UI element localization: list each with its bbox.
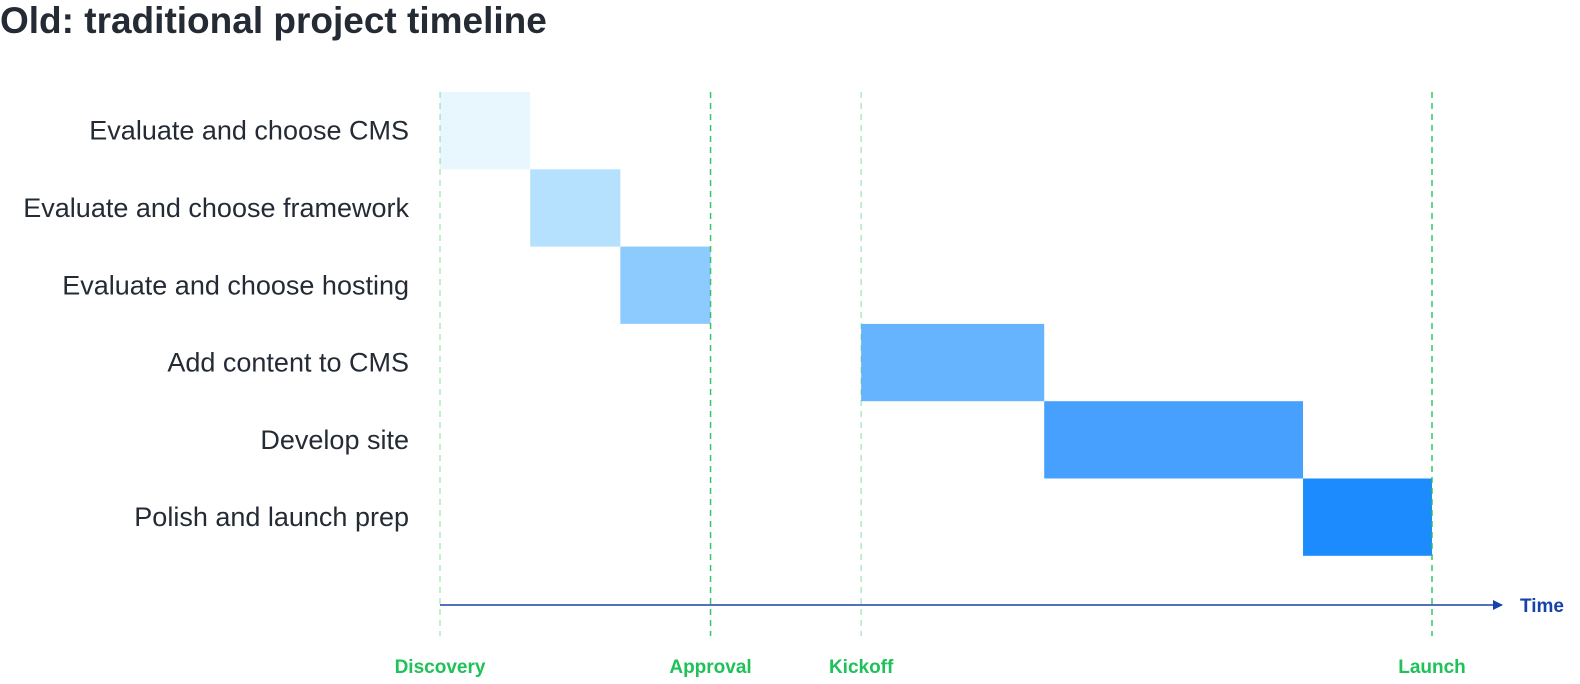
task-bar [620, 246, 711, 324]
task-label: Develop site [260, 425, 409, 455]
task-label: Evaluate and choose framework [23, 193, 409, 223]
time-axis-label: Time [1520, 596, 1564, 617]
task-label: Polish and launch prep [134, 502, 409, 532]
task-label: Evaluate and choose hosting [62, 270, 409, 300]
chart-title: Old: traditional project timeline [0, 0, 547, 41]
milestone-label: Kickoff [829, 657, 894, 678]
task-bar [1044, 401, 1304, 479]
task-label: Evaluate and choose CMS [89, 116, 409, 146]
task-label: Add content to CMS [167, 348, 409, 378]
milestone-label: Discovery [395, 657, 486, 678]
task-bar [1303, 478, 1432, 556]
task-bar [861, 323, 1045, 402]
milestone-label: Launch [1398, 657, 1466, 678]
milestone-label: Approval [669, 657, 751, 678]
task-bar [440, 92, 531, 170]
task-bar [530, 169, 621, 247]
